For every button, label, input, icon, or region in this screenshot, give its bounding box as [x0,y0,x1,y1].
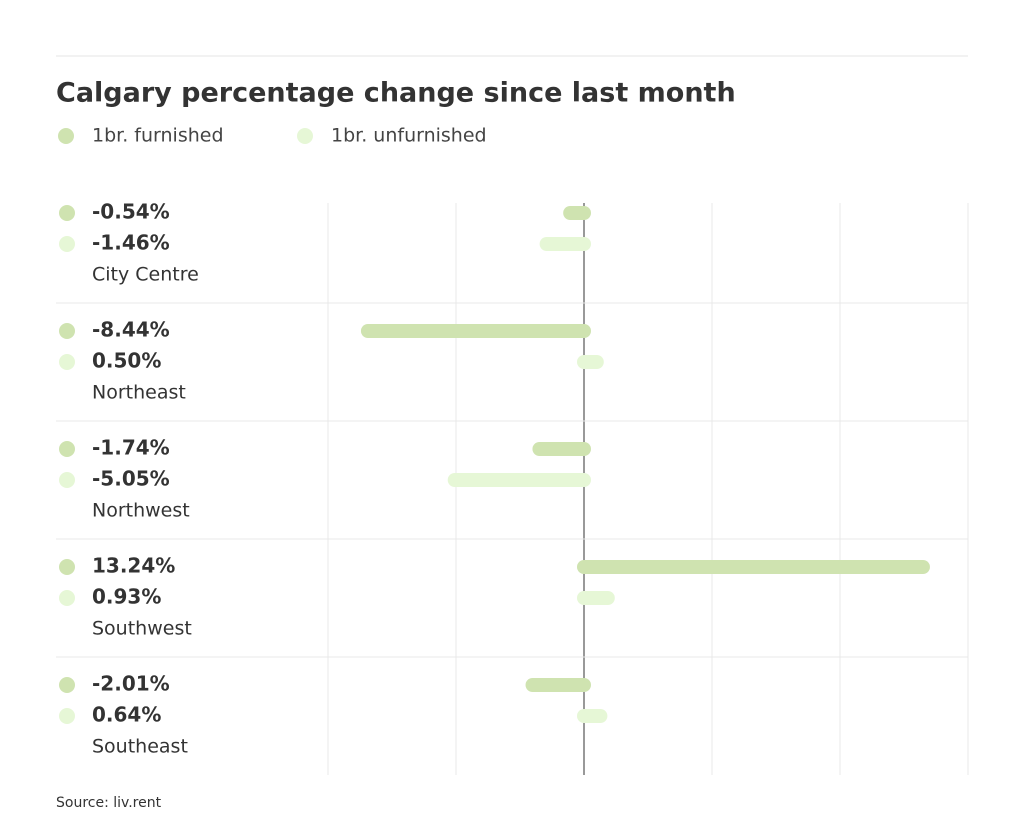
chart-title: Calgary percentage change since last mon… [56,78,736,109]
row-swatch [59,559,75,575]
category-label: City Centre [92,264,199,286]
category-label: Southeast [92,736,188,758]
value-label: 0.93% [92,585,161,609]
bar [532,442,591,456]
bar [563,206,591,220]
value-label: -2.01% [92,672,170,696]
row-swatch [59,354,75,370]
bar [525,678,591,692]
source: Source: liv.rent [56,795,162,811]
row-swatch [59,323,75,339]
row-swatch [59,590,75,606]
legend-label: 1br. unfurnished [331,125,487,147]
value-label: -1.74% [92,436,170,460]
row-swatch [59,441,75,457]
category-label: Southwest [92,618,192,640]
legend-label: 1br. furnished [92,125,224,147]
category-label: Northwest [92,500,190,522]
row-swatch [59,472,75,488]
bar [577,709,608,723]
bar [577,355,604,369]
value-label: 0.50% [92,349,161,373]
row-swatch [59,677,75,693]
legend-swatch [58,128,74,144]
bar [577,560,930,574]
bar [447,473,591,487]
legend-swatch [297,128,313,144]
category-label: Northeast [92,382,186,404]
bar [539,237,591,251]
row-swatch [59,205,75,221]
row-swatch [59,236,75,252]
value-label: -5.05% [92,467,170,491]
value-label: 13.24% [92,554,175,578]
row-swatch [59,708,75,724]
value-label: -8.44% [92,318,170,342]
bar [577,591,615,605]
value-label: 0.64% [92,703,161,727]
value-label: -1.46% [92,231,170,255]
value-label: -0.54% [92,200,170,224]
bar [360,324,591,338]
